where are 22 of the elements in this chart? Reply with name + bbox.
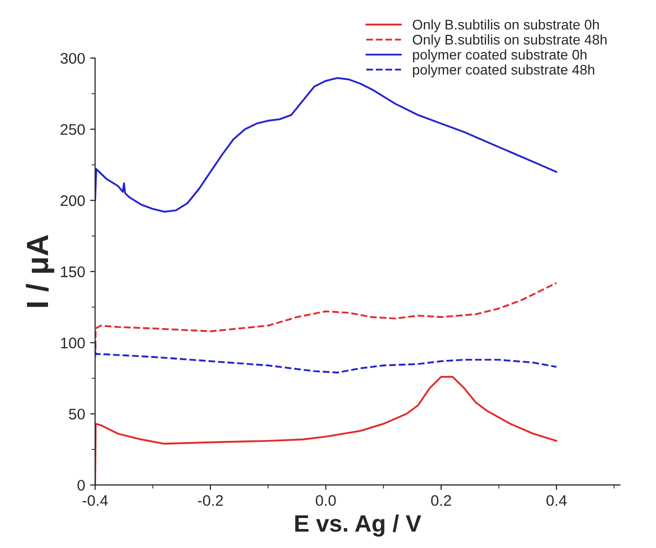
legend-label: polymer coated substrate 0h	[413, 49, 586, 62]
line-series	[95, 77, 558, 213]
y-tick-label: 100	[61, 338, 85, 348]
legend-label: Only B.subtilis on substrate 48h	[412, 34, 607, 48]
y-tick-label: 300	[60, 52, 85, 64]
line-series	[95, 282, 558, 358]
y-axis-title: I / μA	[26, 234, 54, 307]
legend-label: polymer coated substrate 48h	[413, 64, 594, 78]
line-series	[95, 342, 558, 374]
line-series	[95, 376, 558, 485]
y-tick-label: 200	[60, 195, 85, 206]
y-tick-label: 150	[61, 266, 85, 278]
x-tick-label: -0.2	[198, 495, 223, 506]
x-tick-label: 0.0	[316, 495, 336, 506]
y-tick-label: 250	[60, 124, 85, 135]
x-axis-title: E vs. Ag / V	[295, 514, 422, 537]
x-tick-label: -0.4	[82, 495, 108, 506]
x-tick-label: 0.2	[431, 495, 451, 506]
legend-label: Only B.subtilis on substrate 0h	[412, 19, 599, 32]
y-tick-label: 50	[69, 408, 85, 420]
y-tick-label: 0	[78, 480, 85, 491]
x-tick-label: 0.4	[546, 495, 567, 506]
